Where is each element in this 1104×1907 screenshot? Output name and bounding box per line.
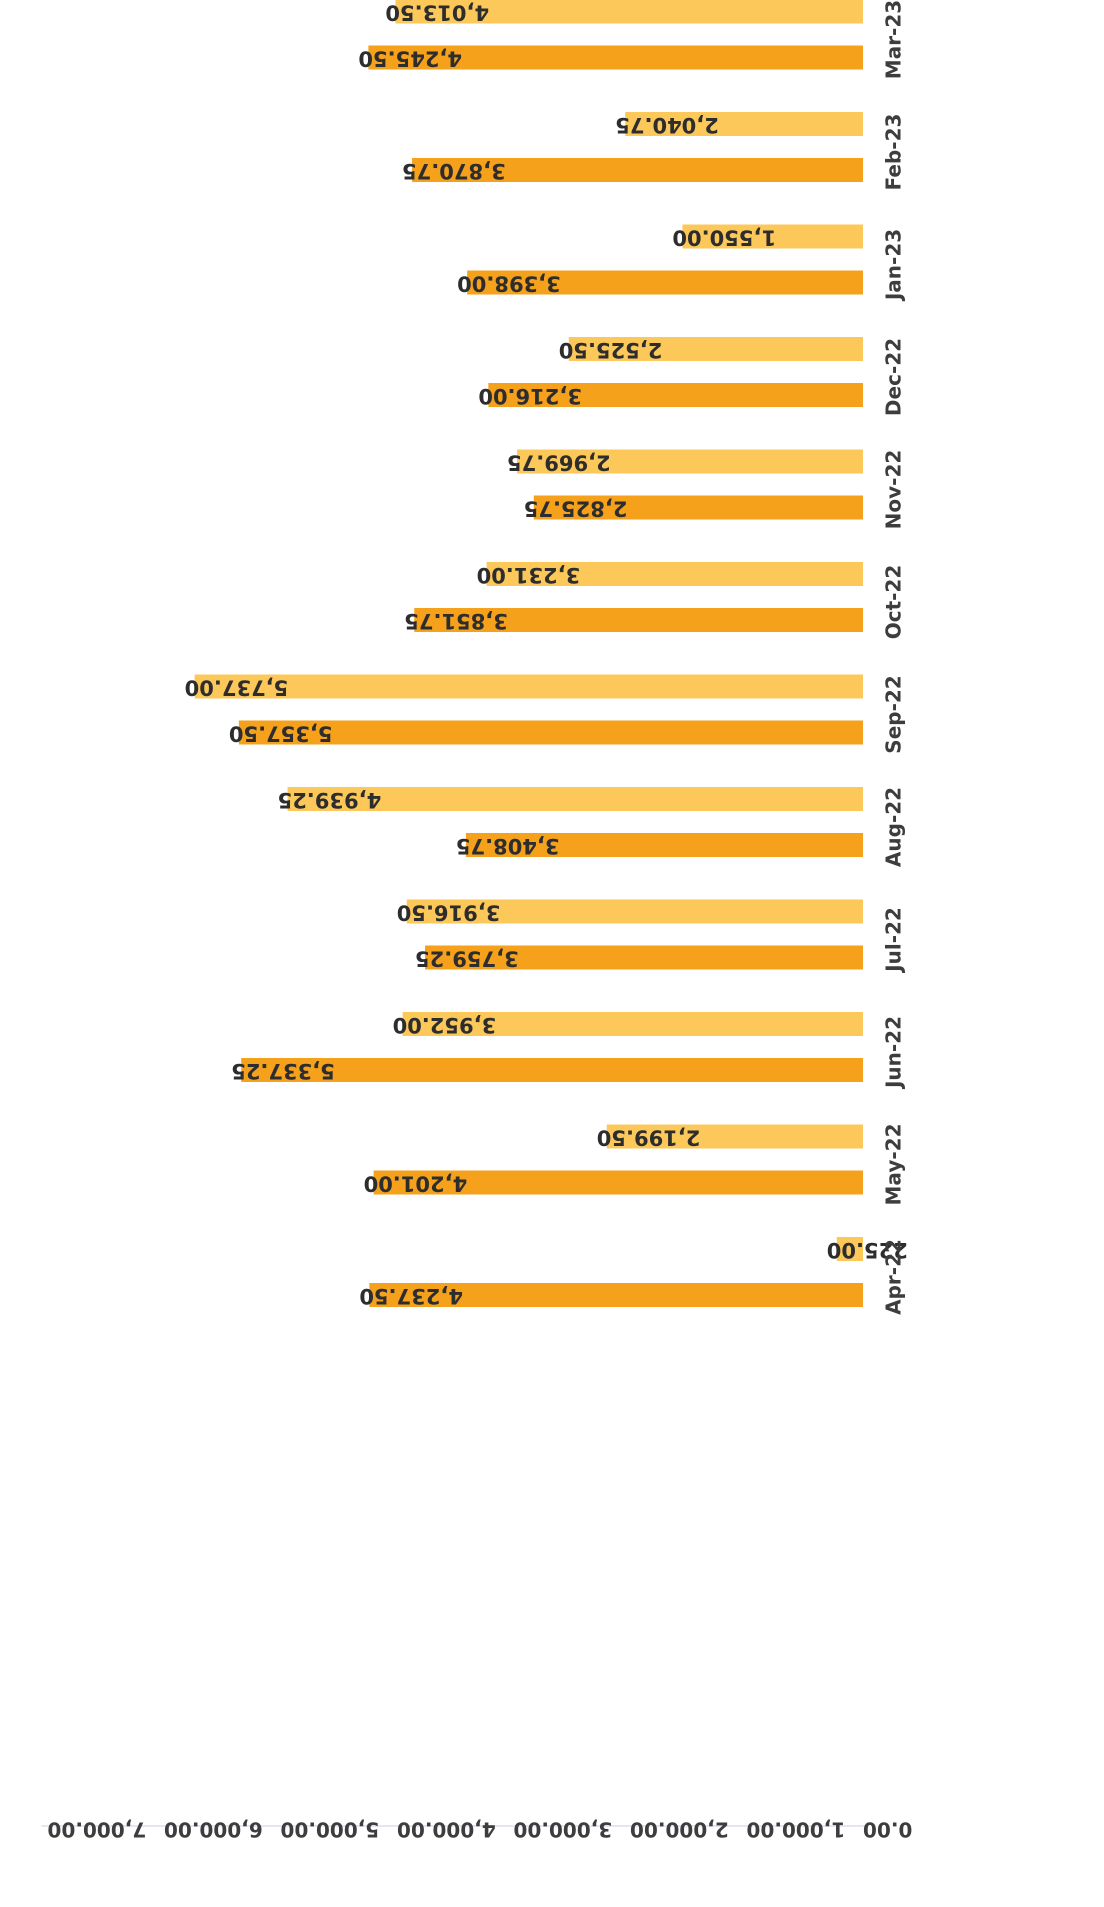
y-tick-label: 0.00 xyxy=(863,1818,912,1842)
y-tick-label: 6,000.00 xyxy=(164,1818,263,1842)
category-label: Aug-22 xyxy=(882,787,906,867)
category-label: Mar-23 xyxy=(882,0,906,79)
bar xyxy=(467,270,863,295)
y-tick-label: 5,000.00 xyxy=(281,1818,380,1842)
y-tick-label: 7,000.00 xyxy=(48,1818,147,1842)
data-labels: 4,237.50 225.00 4,201.00 2,199.50 5,337.25 3,… xyxy=(185,1,908,1309)
data-label: 2,199.50 xyxy=(597,1126,701,1150)
data-label: 2,525.50 xyxy=(559,338,663,362)
bar xyxy=(414,608,863,632)
data-label: 3,851.75 xyxy=(404,609,508,633)
y-tick-label: 4,000.00 xyxy=(397,1818,496,1842)
category-label: Dec-22 xyxy=(882,338,906,416)
data-label: 2,040.75 xyxy=(615,113,719,137)
data-label: 3,759.25 xyxy=(415,947,519,971)
category-label: Jan-23 xyxy=(882,229,906,302)
bar xyxy=(406,899,863,924)
bar xyxy=(241,1058,863,1082)
y-tick-label: 3,000.00 xyxy=(514,1818,613,1842)
bar xyxy=(486,562,863,586)
bar xyxy=(412,158,863,182)
category-label: May-22 xyxy=(882,1124,906,1206)
data-label: 4,939.25 xyxy=(278,788,382,812)
data-label: 5,737.00 xyxy=(185,676,289,700)
bar xyxy=(373,1170,863,1195)
category-label: Oct-22 xyxy=(882,565,906,640)
bar xyxy=(368,45,863,70)
data-label: 3,952.00 xyxy=(393,1013,497,1037)
y-tick-label: 2,000.00 xyxy=(630,1818,729,1842)
category-label: Jul-22 xyxy=(882,907,906,974)
data-label: 4,245.50 xyxy=(358,47,462,71)
category-label: Sep-22 xyxy=(882,675,906,753)
category-label: Feb-23 xyxy=(882,114,906,191)
bar xyxy=(465,833,863,857)
data-label: 3,398.00 xyxy=(457,272,561,296)
data-label: 2,825.75 xyxy=(524,497,628,521)
data-label: 3,408.75 xyxy=(456,834,560,858)
category-label: Nov-22 xyxy=(882,450,906,530)
bar xyxy=(625,112,863,136)
bar-series xyxy=(194,0,863,1307)
bar xyxy=(836,1237,863,1261)
bar xyxy=(238,720,863,745)
bar xyxy=(425,945,863,970)
data-label: 225.00 xyxy=(827,1238,908,1262)
data-label: 1,550.00 xyxy=(672,226,776,250)
data-label: 5,337.25 xyxy=(231,1059,335,1083)
bar xyxy=(194,674,863,699)
bar xyxy=(488,383,863,407)
data-label: 3,231.00 xyxy=(477,563,581,587)
y-tick-label: 1,000.00 xyxy=(747,1818,846,1842)
category-label: Apr-22 xyxy=(882,1239,906,1315)
data-label: 4,201.00 xyxy=(364,1172,468,1196)
data-label: 3,870.75 xyxy=(402,159,506,183)
bar xyxy=(402,1012,863,1036)
bar xyxy=(395,0,863,24)
bar xyxy=(682,224,863,249)
data-label: 2,969.75 xyxy=(507,451,611,475)
bar xyxy=(568,337,863,361)
bar xyxy=(517,449,863,474)
value-axis: 0.00 1,000.00 2,000.00 3,000.00 4,000.00 5,00… xyxy=(41,1818,912,1842)
bar xyxy=(533,495,863,520)
bar xyxy=(369,1283,863,1307)
data-label: 3,216.00 xyxy=(478,384,582,408)
bar xyxy=(287,787,863,811)
category-axis: Apr-22 May-22 Jun-22 Jul-22 Aug-22 Sep-22 Oct-… xyxy=(882,0,906,1315)
bar xyxy=(606,1124,863,1149)
data-label: 4,013.50 xyxy=(385,1,489,25)
category-label: Jun-22 xyxy=(882,1016,906,1090)
data-label: 5,357.50 xyxy=(229,722,333,746)
data-label: 4,237.50 xyxy=(359,1284,463,1308)
data-label: 3,916.50 xyxy=(397,901,501,925)
